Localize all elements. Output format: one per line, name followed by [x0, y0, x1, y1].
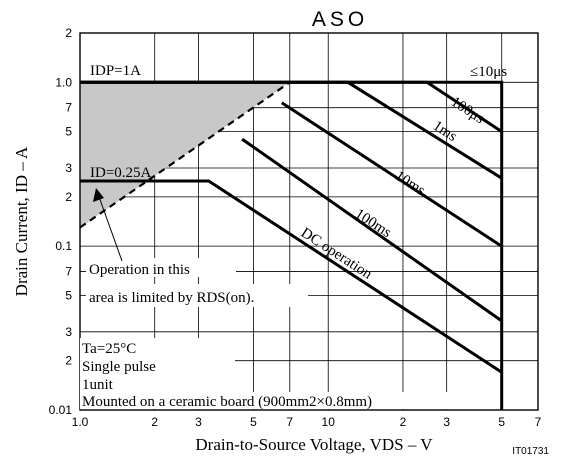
x-tick-label: 3 — [443, 415, 450, 429]
x-tick-label: 7 — [535, 415, 542, 429]
series-line-4 — [280, 101, 503, 248]
y-tick-label: 5 — [65, 125, 72, 139]
annotation-bg-2 — [86, 284, 308, 307]
x-tick-label: 1.0 — [72, 415, 89, 429]
t10us-label: ≤10μs — [470, 64, 507, 80]
y-tick-label: 7 — [65, 101, 72, 115]
cond-unit: 1unit — [82, 377, 114, 393]
x-tick-label: 2 — [151, 415, 158, 429]
x-tick-label: 2 — [400, 415, 407, 429]
annotation-bg-1 — [86, 258, 236, 277]
series-line-6 — [80, 179, 503, 374]
rds-annotation-line1: Operation in this — [89, 262, 190, 278]
t1ms-label: 1ms — [430, 118, 460, 145]
chart-title: ASO — [312, 8, 368, 31]
t100us-label: 100μs — [448, 94, 487, 127]
id-label: ID=0.25A — [90, 165, 152, 181]
y-tick-label: 1.0 — [55, 75, 72, 89]
x-tick-label: 5 — [498, 415, 505, 429]
conditions-bg — [80, 338, 235, 396]
t100ms-label: 100ms — [352, 206, 394, 241]
y-tick-label: 5 — [65, 288, 72, 302]
y-tick-label: 2 — [65, 26, 72, 40]
series-line-7 — [79, 81, 291, 229]
cond-mounting: Mounted on a ceramic board (900mm2×0.8mm… — [82, 394, 372, 410]
y-tick-label: 3 — [65, 325, 72, 339]
y-tick-label: 7 — [65, 265, 72, 279]
cond-pulse: Single pulse — [82, 359, 156, 375]
y-tick-label: 2 — [65, 190, 72, 204]
labels: Drain-to-Source Voltage, VDS – V Drain Cu… — [12, 63, 549, 457]
series-group — [79, 80, 504, 410]
plot-frame — [79, 32, 539, 411]
dc-label: DC operation — [298, 225, 375, 283]
x-tick-label: 3 — [195, 415, 202, 429]
y-tick-label: 0.01 — [49, 403, 73, 417]
series-line-5 — [241, 137, 503, 323]
x-tick-label: 7 — [286, 415, 293, 429]
y-tick-label: 3 — [65, 161, 72, 175]
y-axis-label: Drain Current, ID – A — [12, 146, 31, 296]
idp-label: IDP=1A — [90, 63, 141, 79]
annotation-arrow-line — [97, 193, 123, 262]
mount-note-bg — [80, 392, 452, 409]
cond-temperature: Ta=25°C — [82, 341, 136, 357]
x-axis-label: Drain-to-Source Voltage, VDS – V — [195, 435, 433, 454]
figure-code: IT01731 — [512, 446, 549, 457]
rds-annotation-line2: area is limited by RDS(on). — [89, 290, 254, 306]
series-line-3 — [80, 80, 503, 180]
x-tick-label: 10 — [322, 415, 336, 429]
y-tick-label: 2 — [65, 354, 72, 368]
x-tick-label: 5 — [250, 415, 257, 429]
ticks: 1.0 2 3 5 7 10 2 3 5 7 2 1.0 7 5 3 2 0.1 7 5 3 2 0.01 — [49, 26, 542, 429]
annotation-arrowhead — [93, 188, 104, 202]
y-tick-label: 0.1 — [55, 239, 72, 253]
